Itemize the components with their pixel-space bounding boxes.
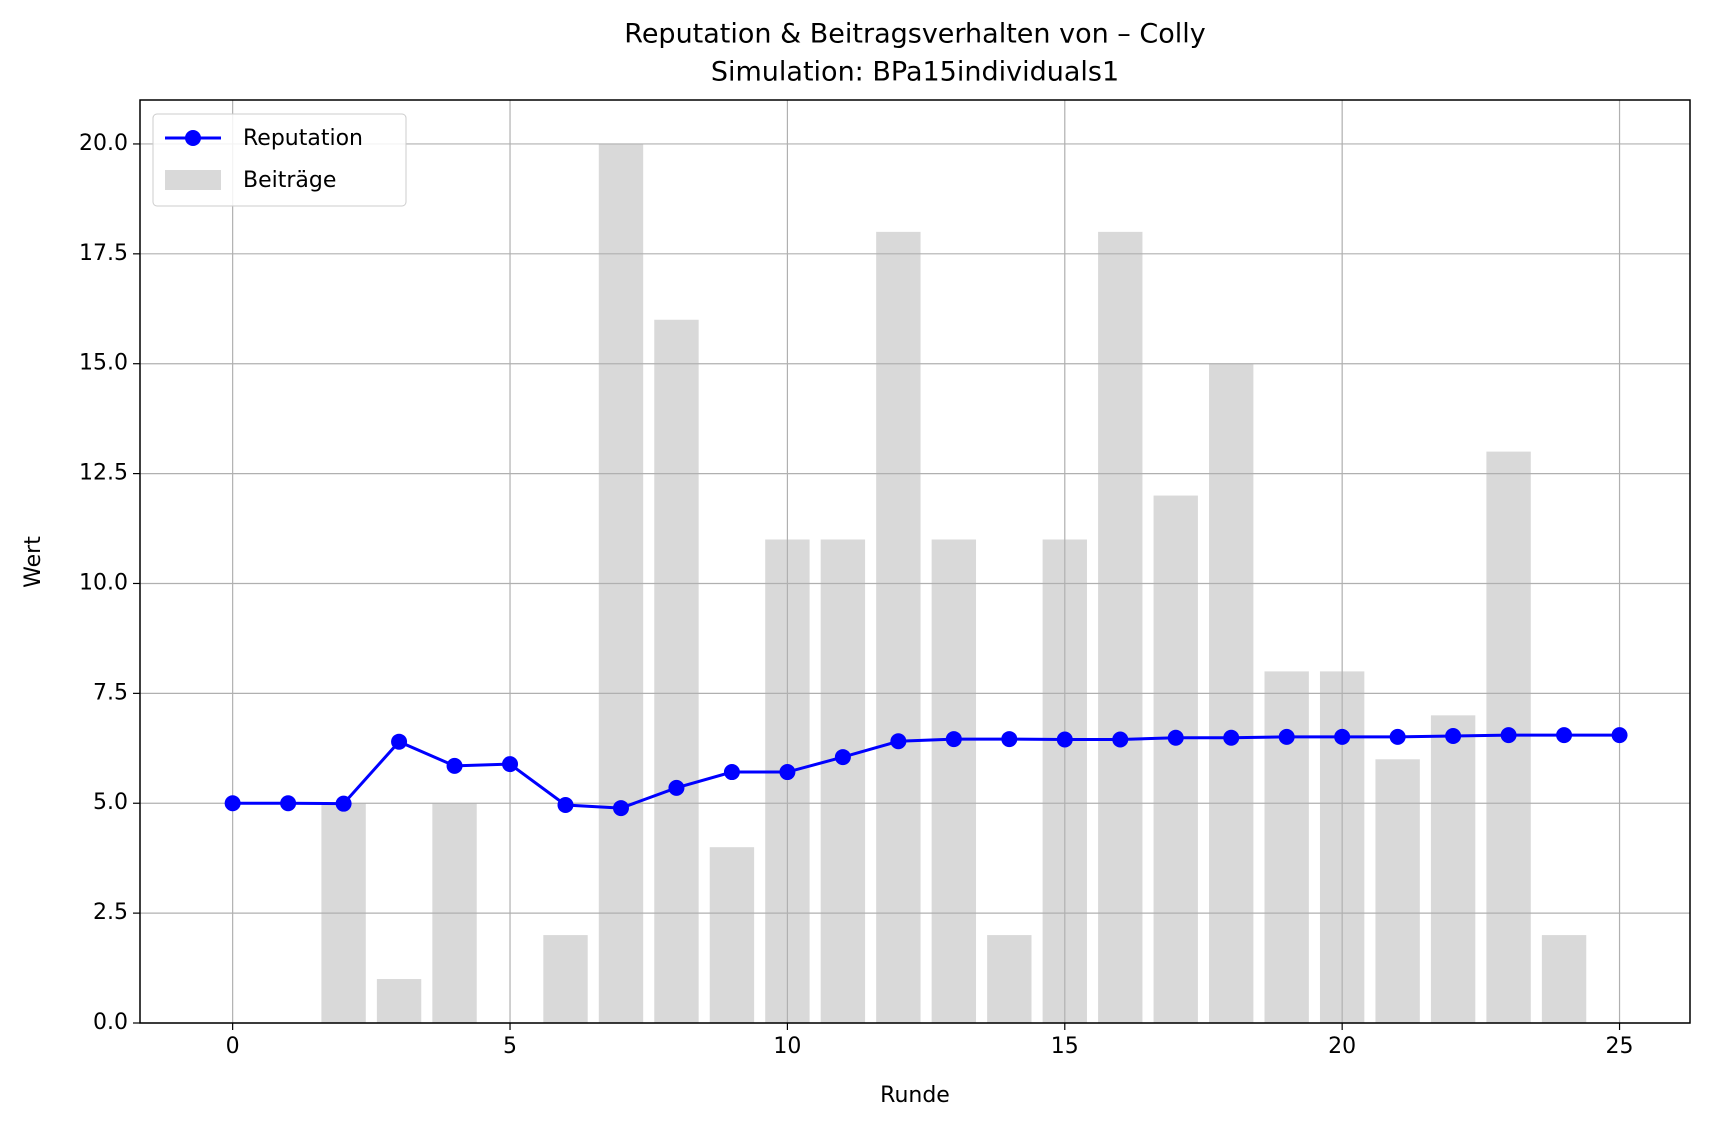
bar (1375, 759, 1420, 1023)
y-tick-label: 10.0 (79, 570, 128, 595)
x-tick-label: 5 (503, 1034, 517, 1059)
point (612, 800, 629, 817)
point (1167, 729, 1184, 746)
bar (654, 319, 699, 1023)
bar (1153, 495, 1198, 1024)
point (280, 795, 297, 812)
x-axis-label: Runde (880, 1083, 950, 1108)
bar (820, 539, 866, 1023)
plot-frame (139, 99, 1691, 1024)
x-tick-label: 0 (226, 1034, 240, 1059)
point (1611, 727, 1628, 744)
point (335, 795, 352, 812)
point (834, 749, 851, 766)
point (224, 795, 241, 812)
point (890, 733, 907, 750)
point (1278, 728, 1295, 745)
point (1001, 731, 1018, 748)
bar (876, 231, 921, 1023)
chart-title: Reputation & Beitragsverhalten von – Col… (624, 19, 1205, 50)
y-tick-label: 15.0 (79, 351, 128, 376)
bar (543, 935, 588, 1023)
legend-marker (185, 130, 201, 146)
point (391, 733, 408, 750)
x-tick-label: 10 (773, 1034, 801, 1059)
y-tick-label: 17.5 (79, 241, 128, 266)
legend-label: Reputation (243, 126, 363, 151)
y-axis-label: Wert (21, 536, 46, 588)
x-tick-label: 25 (1606, 1034, 1634, 1059)
bar (1098, 231, 1143, 1023)
bar (1541, 935, 1587, 1023)
y-tick-label: 7.5 (93, 680, 128, 705)
y-tick-label: 20.0 (79, 131, 128, 156)
chart-subtitle: Simulation: BPa15individuals1 (711, 57, 1119, 88)
bar (1264, 671, 1309, 1023)
bar (931, 539, 977, 1023)
point (557, 796, 574, 813)
point (1445, 727, 1462, 744)
bar (1430, 715, 1476, 1023)
x-tick-label: 15 (1051, 1034, 1079, 1059)
point (1389, 728, 1406, 745)
point (446, 757, 463, 774)
y-tick-label: 5.0 (93, 790, 128, 815)
point (1500, 727, 1517, 744)
point (1223, 729, 1240, 746)
point (945, 731, 962, 748)
line (232, 733, 1620, 810)
y-tick-label: 0.0 (93, 1010, 128, 1035)
point (502, 756, 519, 773)
point (723, 764, 740, 781)
point (668, 779, 685, 796)
x-tick-label: 20 (1328, 1034, 1356, 1059)
bar (987, 935, 1032, 1023)
point (1112, 731, 1129, 748)
bar (376, 979, 422, 1023)
point (1556, 727, 1573, 744)
point (779, 764, 796, 781)
bar (709, 847, 755, 1023)
legend-swatch (165, 170, 221, 190)
y-tick-label: 2.5 (93, 900, 128, 925)
y-tick-label: 12.5 (79, 461, 128, 486)
point (1334, 728, 1351, 745)
point (1056, 731, 1073, 748)
legend-label: Beiträge (243, 168, 336, 193)
